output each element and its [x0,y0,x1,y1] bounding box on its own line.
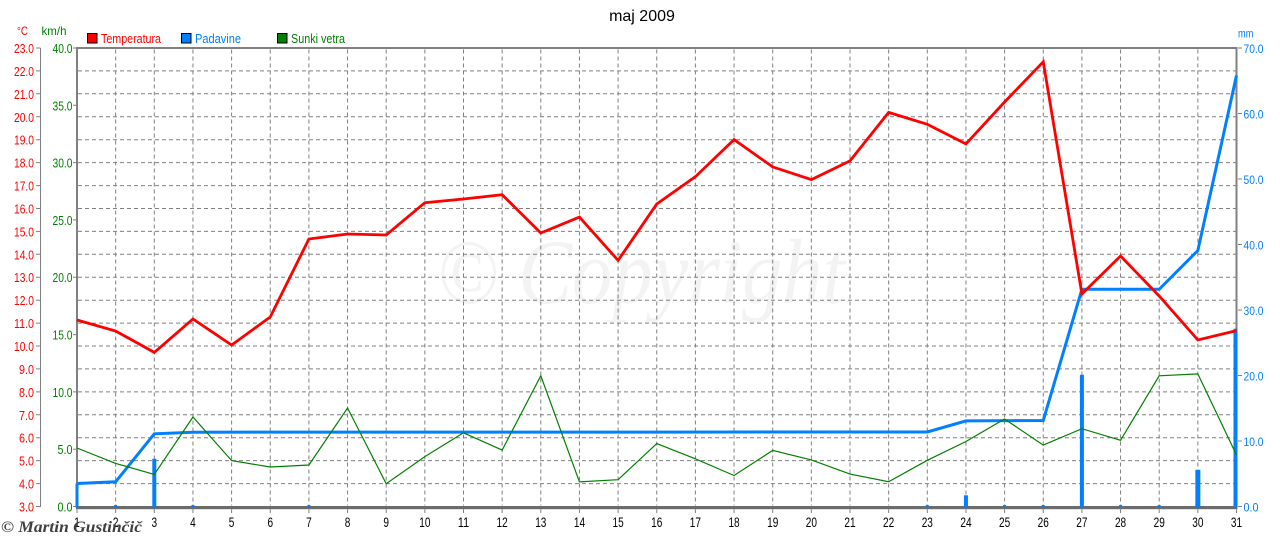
svg-text:28: 28 [1115,515,1126,530]
svg-text:35.0: 35.0 [53,99,73,113]
svg-text:15.0: 15.0 [53,329,73,343]
svg-text:11: 11 [458,515,469,530]
svg-text:2: 2 [113,515,119,530]
svg-text:© Martin Gustinčič: © Martin Gustinčič [1,519,143,536]
svg-text:23: 23 [922,515,933,530]
svg-text:12: 12 [497,515,508,530]
svg-text:15.0: 15.0 [14,225,34,239]
svg-text:Temperatura: Temperatura [101,31,162,46]
svg-text:9.0: 9.0 [19,363,34,377]
svg-text:20.0: 20.0 [14,111,34,125]
svg-text:6.0: 6.0 [19,432,34,446]
svg-text:16: 16 [651,515,662,530]
svg-text:19.0: 19.0 [14,134,34,148]
svg-text:12.0: 12.0 [14,294,34,308]
svg-text:26: 26 [1038,515,1049,530]
svg-text:22: 22 [883,515,894,530]
svg-text:7: 7 [306,515,312,530]
svg-text:10.0: 10.0 [53,386,73,400]
svg-text:14.0: 14.0 [14,248,34,262]
svg-text:22.0: 22.0 [14,65,34,79]
svg-text:29: 29 [1154,515,1165,530]
svg-text:5.0: 5.0 [58,443,73,457]
svg-text:40.0: 40.0 [1244,239,1264,253]
svg-text:Padavine: Padavine [195,31,241,46]
svg-text:9: 9 [383,515,389,530]
svg-text:km/h: km/h [42,24,67,38]
svg-text:13.0: 13.0 [14,271,34,285]
svg-text:17: 17 [690,515,701,530]
svg-text:0.0: 0.0 [1244,501,1259,515]
svg-text:30.0: 30.0 [53,157,73,171]
svg-text:4.0: 4.0 [19,478,34,492]
svg-text:70.0: 70.0 [1244,42,1264,56]
svg-text:Sunki vetra: Sunki vetra [291,31,346,46]
svg-text:8: 8 [345,515,351,530]
svg-text:0.0: 0.0 [58,501,73,515]
svg-text:7.0: 7.0 [19,409,34,423]
svg-text:50.0: 50.0 [1244,173,1264,187]
svg-text:25.0: 25.0 [53,214,73,228]
svg-text:20: 20 [806,515,817,530]
svg-text:40.0: 40.0 [53,42,73,56]
svg-text:27: 27 [1076,515,1087,530]
svg-text:8.0: 8.0 [19,386,34,400]
svg-text:30: 30 [1192,515,1203,530]
svg-text:10.0: 10.0 [1244,435,1264,449]
svg-text:21.0: 21.0 [14,88,34,102]
svg-text:4: 4 [190,515,196,530]
svg-text:3.0: 3.0 [19,501,34,515]
svg-text:23.0: 23.0 [14,42,34,56]
svg-text:30.0: 30.0 [1244,304,1264,318]
svg-text:5: 5 [229,515,235,530]
svg-text:60.0: 60.0 [1244,108,1264,122]
svg-text:18: 18 [728,515,739,530]
svg-text:14: 14 [574,515,586,530]
svg-text:10: 10 [419,515,430,530]
svg-text:3: 3 [152,515,158,530]
svg-text:1: 1 [74,515,80,530]
svg-text:11.0: 11.0 [14,317,34,331]
svg-text:21: 21 [844,515,855,530]
svg-text:18.0: 18.0 [14,157,34,171]
svg-text:20.0: 20.0 [53,271,73,285]
svg-text:10.0: 10.0 [14,340,34,354]
svg-text:24: 24 [960,515,972,530]
svg-text:25: 25 [999,515,1010,530]
svg-text:13: 13 [535,515,546,530]
svg-text:© Copyright: © Copyright [437,221,847,323]
svg-text:5.0: 5.0 [19,455,34,469]
svg-text:19: 19 [767,515,778,530]
svg-text:°C: °C [17,24,28,38]
svg-text:16.0: 16.0 [14,203,34,217]
svg-text:17.0: 17.0 [14,180,34,194]
svg-text:15: 15 [613,515,624,530]
svg-text:maj 2009: maj 2009 [609,8,675,25]
svg-text:31: 31 [1231,515,1242,530]
svg-text:mm: mm [1238,26,1253,40]
svg-text:20.0: 20.0 [1244,370,1264,384]
svg-text:6: 6 [267,515,273,530]
